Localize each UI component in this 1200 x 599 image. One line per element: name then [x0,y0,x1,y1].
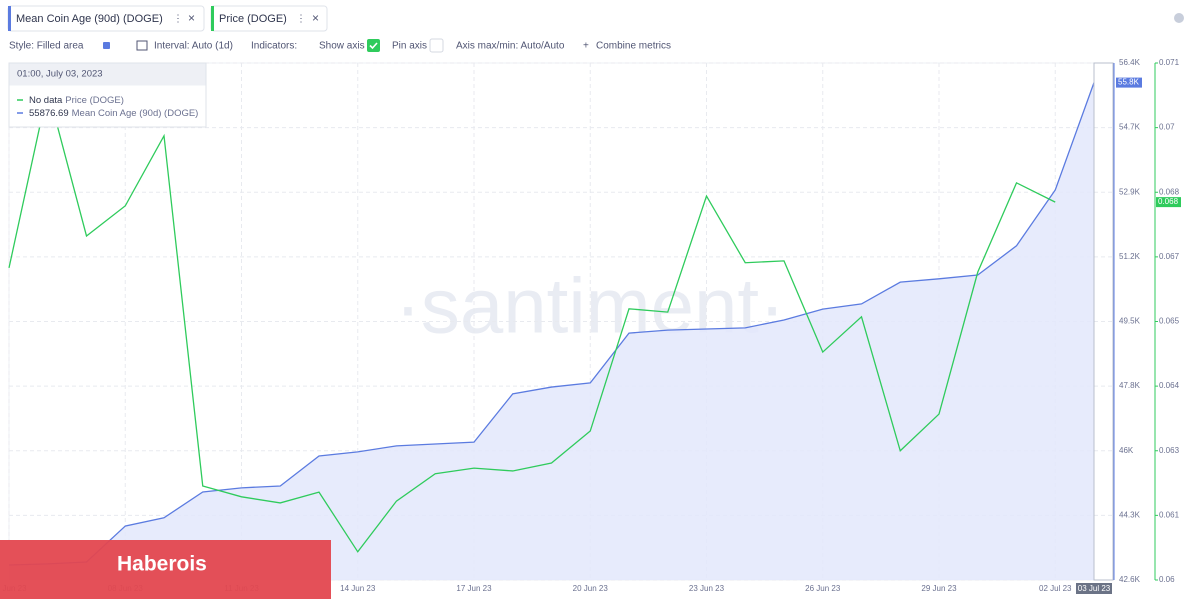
y-tick-label: 46K [1119,446,1134,455]
y-tick-label: 56.4K [1119,58,1141,67]
y2-tick-label: 0.06 [1159,575,1175,584]
y2-tick-label: 0.061 [1159,510,1180,519]
show-axis-checkbox[interactable] [367,39,380,52]
x-tick-label: 29 Jun 23 [921,584,957,593]
y2-tick-label: 0.064 [1159,381,1180,390]
tooltip-value: No data [29,95,63,106]
x-tick-label: 23 Jun 23 [689,584,725,593]
style-select[interactable]: Style: Filled area [9,41,84,52]
x-tick-label: 26 Jun 23 [805,584,841,593]
tooltip-title: 01:00, July 03, 2023 [17,69,103,80]
check [369,42,378,50]
banner [0,540,331,599]
tooltip-name: Price (DOGE) [65,95,124,106]
y2-tick-label: 0.071 [1159,58,1180,67]
tab-close[interactable]: × [188,11,195,25]
pin-axis-label: Pin axis [392,41,427,52]
y2-marker: 0.068 [1158,197,1179,206]
y2-tick-label: 0.068 [1159,187,1180,196]
y2-tick-label: 0.07 [1159,123,1175,132]
x-cursor-label-bg [1076,583,1112,594]
y2-marker-bg [1156,197,1181,208]
y-tick-label: 51.2K [1119,252,1141,261]
line [8,89,1056,553]
show-axis-label: Show axis [319,41,365,52]
tooltip-row: 55876.69 Mean Coin Age (90d) (DOGE) [29,108,198,119]
y-tick-label: 52.9K [1119,187,1141,196]
axis-minmax-select[interactable]: Axis max/min: Auto/Auto [456,41,565,52]
combine-icon: + [583,41,589,52]
y-tick-label: 49.5K [1119,317,1141,326]
y-tick-label: 42.6K [1119,575,1141,584]
tab-label: Mean Coin Age (90d) (DOGE) [16,13,163,25]
y-tick-label: 47.8K [1119,381,1141,390]
banner-text: Haberois [117,553,207,576]
y2-tick-label: 0.063 [1159,446,1180,455]
tooltip-row: No data Price (DOGE) [29,95,124,106]
tab-menu[interactable]: ⋮ [296,14,306,25]
interval-select[interactable]: Interval: Auto (1d) [154,41,233,52]
line [8,82,1095,566]
x-tick-label: 20 Jun 23 [573,584,609,593]
indicators-select[interactable]: Indicators: [251,41,297,52]
x-tick-label: 14 Jun 23 [340,584,376,593]
tab-label: Price (DOGE) [219,13,287,25]
color-picker[interactable] [103,42,110,49]
x-tick-label: 02 Jul 23 [1039,584,1072,593]
tooltip: 01:00, July 03, 2023 No data Price (DOGE) 5… [8,62,207,128]
x-tick-label: 17 Jun 23 [456,584,492,593]
settings-icon[interactable] [1174,13,1184,23]
combine-metrics[interactable]: Combine metrics [596,41,671,52]
y2-tick-label: 0.065 [1159,317,1180,326]
interval-icon [136,40,148,51]
tab-close[interactable]: × [312,11,319,25]
x-tick-label: 03 Jul 23 [1078,584,1111,593]
y-tick-label: 54.7K [1119,123,1141,132]
tooltip-header [9,63,206,86]
tab-menu[interactable]: ⋮ [173,14,183,25]
y-marker-bg [1116,77,1142,88]
tab-accent [8,6,11,31]
y-tick-label: 44.3K [1119,510,1141,519]
tab-accent [211,6,214,31]
pin-axis-checkbox[interactable] [429,38,444,53]
tooltip-value: 55876.69 [29,108,69,119]
cursor [1093,62,1114,581]
y2-tick-label: 0.067 [1159,252,1180,261]
area [9,82,1094,580]
y-marker: 55.8K [1118,78,1140,87]
tooltip-name: Mean Coin Age (90d) (DOGE) [72,108,199,119]
